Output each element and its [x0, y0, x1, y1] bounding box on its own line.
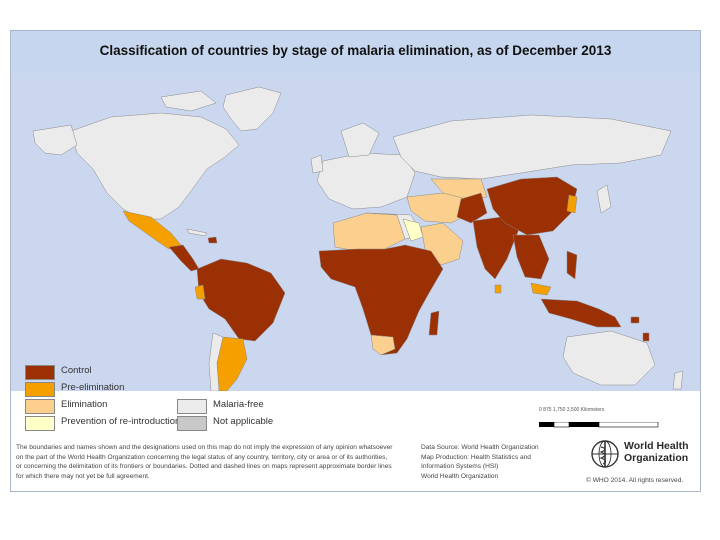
region-ecuador — [194, 284, 206, 300]
pre-elimination-swatch — [25, 382, 55, 397]
region-madagascar — [428, 310, 440, 336]
scale-bar: 0 875 1,750 3,500 Kilometers — [539, 407, 659, 433]
region-europe — [316, 152, 416, 210]
region-russia — [392, 114, 672, 180]
region-vanuatu — [642, 332, 650, 342]
map-title: Classification of countries by stage of … — [99, 43, 612, 58]
control-swatch — [25, 365, 55, 380]
region-south-america-north — [196, 258, 286, 342]
region-solomon — [630, 316, 640, 324]
region-southeast-asia — [512, 234, 550, 280]
data-sources: Data Source: World Health Organization M… — [421, 443, 581, 481]
region-philippines — [566, 250, 578, 280]
world-map — [11, 73, 700, 391]
who-name-line2: Organization — [624, 451, 689, 464]
who-block: World Health Organization © WHO 2014. Al… — [586, 437, 696, 487]
legend-label-control: Control — [61, 365, 92, 376]
region-malaysia — [530, 282, 552, 296]
region-south-africa — [370, 334, 396, 356]
region-uk — [310, 154, 324, 174]
region-new-zealand — [672, 370, 684, 390]
legend-label-elimination: Elimination — [61, 399, 108, 410]
region-argentina — [216, 336, 248, 391]
region-north-africa — [332, 212, 406, 252]
prevention-swatch — [25, 416, 55, 431]
region-caribbean-haiti — [207, 236, 218, 244]
not-applicable-swatch — [177, 416, 207, 431]
region-australia — [562, 330, 656, 386]
legend-label-malaria-free: Malaria-free — [213, 399, 264, 410]
region-central-america — [168, 244, 200, 272]
malaria-free-swatch — [177, 399, 207, 414]
region-arabia-prevention — [402, 218, 424, 242]
region-afghanistan — [456, 192, 488, 224]
region-africa — [318, 244, 444, 356]
region-chile — [208, 332, 224, 391]
region-caribbean-cuba — [186, 228, 208, 237]
disclaimer-line: on the part of the World Health Organiza… — [16, 453, 388, 461]
elimination-swatch — [25, 399, 55, 414]
scale-label: 0 875 1,750 3,500 Kilometers — [539, 407, 605, 413]
region-mexico — [122, 210, 182, 250]
source-line: Data Source: World Health Organization — [421, 444, 539, 451]
disclaimer-text: The boundaries and names shown and the d… — [16, 443, 416, 481]
who-name-line1: World Health — [624, 440, 689, 452]
legend-label-pre-elimination: Pre-elimination — [61, 382, 125, 393]
region-scandinavia — [340, 122, 380, 158]
disclaimer-line: or concerning the delimitation of its fr… — [16, 463, 392, 471]
copyright-text: © WHO 2014. All rights reserved. — [586, 477, 684, 484]
region-arctic-islands — [160, 90, 217, 112]
region-sri-lanka — [494, 284, 502, 294]
region-japan — [596, 184, 612, 214]
who-name: World Health Organization — [624, 440, 689, 464]
region-china — [486, 176, 578, 236]
scale-graphic — [539, 421, 659, 428]
source-line: Information Systems (HSI) — [421, 463, 499, 471]
legend-label-not-applicable: Not applicable — [213, 416, 274, 427]
region-korea — [566, 194, 578, 214]
disclaimer-line: The boundaries and names shown and the d… — [16, 444, 393, 451]
source-line: Map Production: Health Statistics and — [421, 453, 531, 461]
region-greenland — [222, 86, 282, 132]
region-indonesia — [540, 298, 622, 328]
region-north-america — [70, 112, 240, 220]
source-line: World Health Organization — [421, 472, 499, 480]
title-band: Classification of countries by stage of … — [11, 31, 700, 73]
who-logo-icon — [591, 440, 619, 468]
world-map-svg — [32, 86, 684, 391]
region-alaska — [32, 124, 78, 156]
map-frame: Classification of countries by stage of … — [10, 30, 701, 492]
legend-label-prevention: Prevention of re-introduction — [61, 416, 181, 427]
disclaimer-line: for which there may not yet be full agre… — [16, 472, 150, 480]
